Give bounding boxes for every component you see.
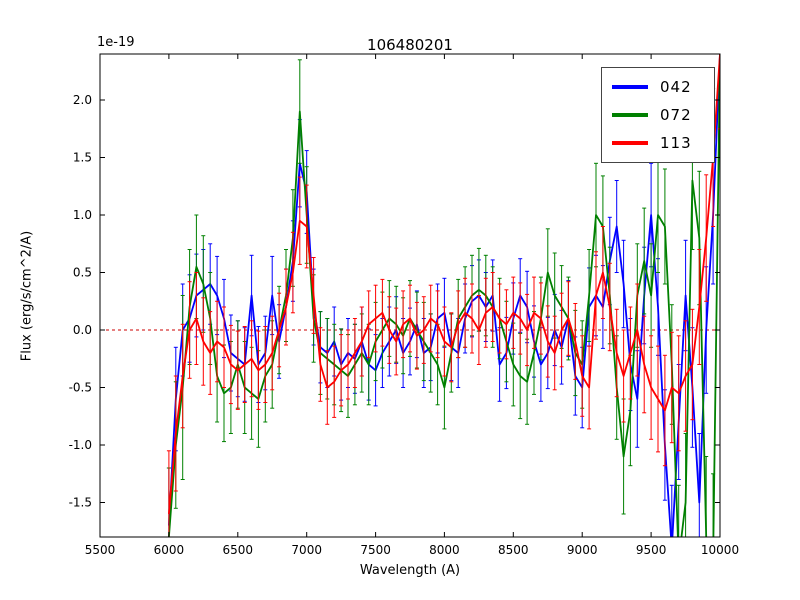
svg-text:9500: 9500 — [636, 543, 667, 557]
legend-entry-042: 042 — [602, 73, 714, 101]
legend-line-sample-blue — [612, 85, 648, 89]
y-axis-offset-label: 1e-19 — [97, 35, 135, 50]
legend-label: 113 — [660, 134, 692, 152]
svg-text:6500: 6500 — [223, 543, 254, 557]
legend: 042 072 113 — [601, 67, 715, 163]
legend-entry-113: 113 — [602, 129, 714, 157]
svg-text:0.5: 0.5 — [73, 266, 92, 280]
svg-text:8000: 8000 — [429, 543, 460, 557]
legend-label: 072 — [660, 106, 692, 124]
legend-label: 042 — [660, 78, 692, 96]
svg-text:0.0: 0.0 — [73, 323, 92, 337]
svg-text:5500: 5500 — [85, 543, 116, 557]
legend-entry-072: 072 — [602, 101, 714, 129]
svg-text:7500: 7500 — [360, 543, 391, 557]
svg-text:-0.5: -0.5 — [69, 381, 92, 395]
y-axis-label: Flux (erg/s/cm^2/A) — [19, 230, 35, 362]
svg-text:7000: 7000 — [291, 543, 322, 557]
svg-text:-1.0: -1.0 — [69, 438, 92, 452]
svg-text:2.0: 2.0 — [73, 93, 92, 107]
svg-text:-1.5: -1.5 — [69, 496, 92, 510]
svg-text:10000: 10000 — [701, 543, 739, 557]
svg-text:8500: 8500 — [498, 543, 529, 557]
svg-text:1.0: 1.0 — [73, 208, 92, 222]
x-axis-label: Wavelength (A) — [359, 563, 461, 578]
legend-line-sample-green — [612, 113, 648, 117]
svg-text:6000: 6000 — [154, 543, 185, 557]
svg-text:9000: 9000 — [567, 543, 598, 557]
svg-text:1.5: 1.5 — [73, 151, 92, 165]
chart-title: 106480201 — [367, 36, 453, 54]
legend-line-sample-red — [612, 141, 648, 145]
